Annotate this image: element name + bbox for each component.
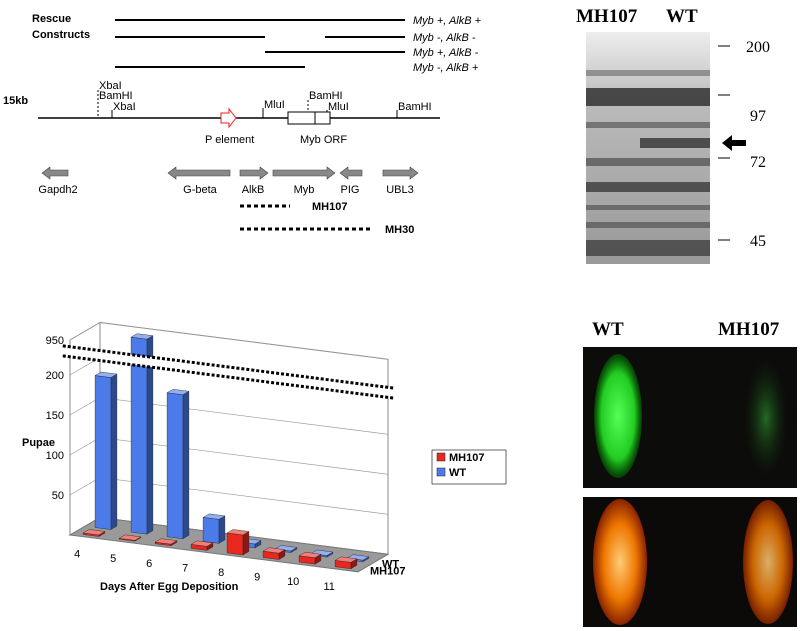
x-tick-label: 4 <box>74 549 80 561</box>
bar-side <box>242 531 250 556</box>
blot-bands <box>586 70 710 256</box>
bar-top <box>130 333 154 340</box>
construct-label: Myb -, AlkB + <box>413 62 479 74</box>
marker-ticks <box>718 45 730 241</box>
construct-label: Myb +, AlkB + <box>413 15 482 27</box>
bar-top <box>226 529 250 536</box>
axis-break-line <box>62 354 395 400</box>
gene-label: Gapdh2 <box>38 184 77 196</box>
x-tick-label: 9 <box>254 572 260 584</box>
feature-label: Myb ORF <box>300 134 347 146</box>
site-ticks <box>97 90 398 118</box>
site-label: XbaI <box>99 80 122 92</box>
bar-top <box>166 389 190 395</box>
bar-top <box>202 513 226 520</box>
sample-label: WT <box>592 319 624 340</box>
scale-label: 15kb <box>3 95 28 107</box>
bar <box>94 375 112 530</box>
site-label: BamHI <box>398 101 432 113</box>
larva-wt <box>593 499 647 625</box>
larva-mh107 <box>744 358 788 478</box>
feature-label: P element <box>205 134 254 146</box>
bar-top <box>334 556 358 563</box>
bar-top <box>154 538 178 545</box>
deletion-label: MH30 <box>385 224 414 236</box>
site-label: MluI <box>264 99 285 111</box>
larva-mh107 <box>743 500 793 624</box>
marker-label: 200 <box>746 39 770 56</box>
marker-label: 45 <box>750 233 766 250</box>
bar-side <box>218 515 226 544</box>
marker-label: 97 <box>750 108 766 125</box>
row-label: MH107 <box>370 565 405 577</box>
legend-swatch <box>436 467 446 477</box>
construct-label: Myb -, AlkB - <box>413 32 476 44</box>
x-tick-label: 8 <box>218 567 224 579</box>
western-blot: MH107 WT 200 97 72 45 <box>576 6 770 264</box>
bar <box>226 532 244 556</box>
gene-label: PIG <box>341 184 360 196</box>
construct-lines <box>115 19 405 68</box>
y-tick-label: 100 <box>46 450 64 462</box>
x-tick-label: 10 <box>287 576 299 588</box>
construct-label: Myb +, AlkB - <box>413 47 479 59</box>
bar-top <box>94 371 118 378</box>
gene-label: AlkB <box>242 184 265 196</box>
axis-break <box>62 345 395 399</box>
site-label: XbaI <box>113 101 136 113</box>
bar-top <box>262 547 286 554</box>
bar-side <box>110 373 118 530</box>
y-tick-label: 50 <box>52 490 64 502</box>
bar-top <box>118 534 142 541</box>
lane-label: MH107 <box>576 6 638 27</box>
site-label: BamHI <box>99 90 133 102</box>
marker-label: 72 <box>750 154 766 171</box>
larva-wt <box>594 354 642 478</box>
sample-label: MH107 <box>718 319 780 340</box>
orf-box <box>287 111 331 125</box>
bar <box>166 392 184 539</box>
fluorescence-panel: WT MH107 <box>583 319 797 627</box>
bar-top <box>82 529 106 536</box>
gene-label: G-beta <box>183 184 218 196</box>
band-arrow <box>722 135 746 151</box>
x-tick-label: 7 <box>182 562 188 574</box>
bar <box>202 517 220 544</box>
site-label: MluI <box>328 101 349 113</box>
rescue-label: Rescue <box>32 13 71 25</box>
row-label: WT <box>382 558 399 570</box>
grid-line <box>69 322 389 360</box>
gene-map: Rescue Constructs Myb +, AlkB + Myb -, A… <box>3 13 482 236</box>
bar-chart: Pupae Days After Egg Deposition 50 100 150… <box>22 321 507 593</box>
bar-top <box>298 552 322 558</box>
y-tick-label: 150 <box>46 410 64 422</box>
y-tick-label: 200 <box>46 370 64 382</box>
x-tick-label: 11 <box>323 581 334 593</box>
y-axis-title: Pupae <box>22 437 55 449</box>
gene-label: UBL3 <box>386 184 414 196</box>
p-element-arrow <box>220 107 237 129</box>
lane-label: WT <box>666 6 698 27</box>
gene-arrows <box>41 166 419 180</box>
y-tick-label: 950 <box>46 335 64 347</box>
x-tick-label: 6 <box>146 558 152 570</box>
deletion-label: MH107 <box>312 201 347 213</box>
legend-swatch <box>436 452 446 462</box>
rescue-label: Constructs <box>32 29 90 41</box>
x-tick-label: 5 <box>110 553 116 565</box>
legend-label: MH107 <box>449 452 484 464</box>
x-axis-title: Days After Egg Deposition <box>100 581 239 593</box>
axis-break-line <box>62 344 395 390</box>
bar-top <box>190 540 214 547</box>
legend-label: WT <box>449 467 466 479</box>
site-label: BamHI <box>309 90 343 102</box>
bar-side <box>182 390 190 540</box>
gene-label: Myb <box>294 184 315 196</box>
